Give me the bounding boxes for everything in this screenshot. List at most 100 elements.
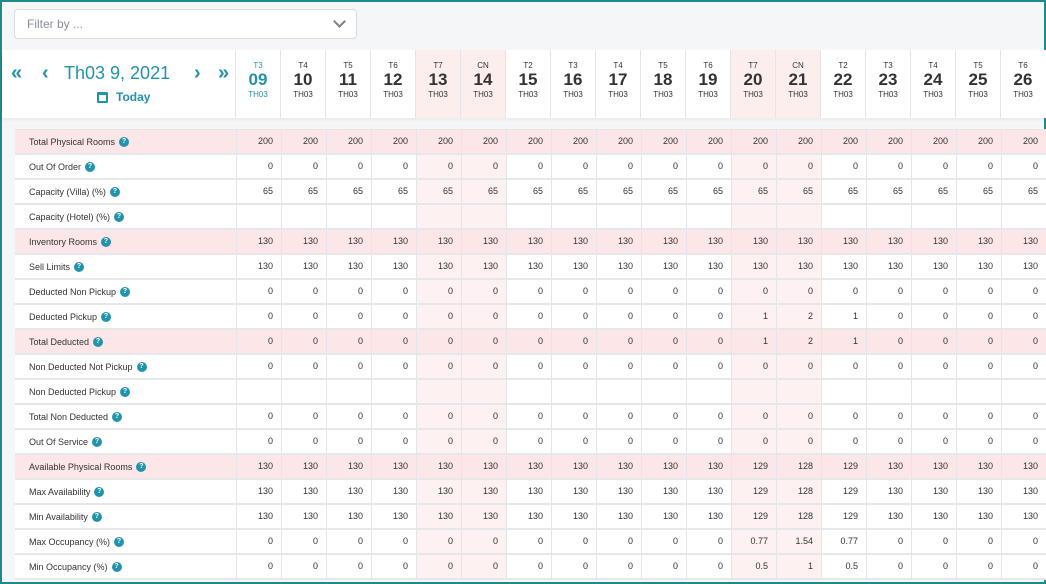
table-cell[interactable]: 130 <box>236 230 281 253</box>
table-cell[interactable]: 130 <box>731 255 776 278</box>
table-cell[interactable]: 0 <box>461 305 506 328</box>
day-column-header[interactable]: T2 15 TH03 <box>505 50 550 118</box>
table-cell[interactable]: 0 <box>686 530 731 553</box>
table-cell[interactable]: 130 <box>866 255 911 278</box>
table-cell[interactable] <box>866 205 911 228</box>
table-cell[interactable]: 130 <box>686 505 731 528</box>
table-cell[interactable]: 130 <box>236 505 281 528</box>
table-cell[interactable]: 0 <box>461 405 506 428</box>
table-cell[interactable] <box>416 380 461 403</box>
table-cell[interactable]: 0 <box>236 355 281 378</box>
table-cell[interactable]: 0 <box>281 530 326 553</box>
table-cell[interactable]: 130 <box>506 480 551 503</box>
table-cell[interactable]: 65 <box>821 180 866 203</box>
table-cell[interactable]: 0 <box>281 305 326 328</box>
table-cell[interactable]: 130 <box>596 480 641 503</box>
table-cell[interactable]: 130 <box>641 230 686 253</box>
help-icon[interactable]: ? <box>94 486 105 497</box>
table-cell[interactable] <box>461 205 506 228</box>
table-cell[interactable]: 130 <box>551 480 596 503</box>
table-cell[interactable]: 130 <box>416 505 461 528</box>
day-column-header[interactable]: T5 25 TH03 <box>955 50 1000 118</box>
day-column-header[interactable]: T2 22 TH03 <box>820 50 865 118</box>
table-cell[interactable]: 200 <box>281 130 326 153</box>
table-cell[interactable] <box>506 205 551 228</box>
table-cell[interactable]: 0 <box>866 280 911 303</box>
table-cell[interactable]: 0 <box>416 530 461 553</box>
table-cell[interactable]: 0 <box>956 530 1001 553</box>
table-cell[interactable] <box>911 380 956 403</box>
table-cell[interactable] <box>731 380 776 403</box>
table-cell[interactable] <box>1001 380 1046 403</box>
table-cell[interactable]: 200 <box>956 130 1001 153</box>
table-cell[interactable]: 130 <box>506 455 551 478</box>
table-cell[interactable]: 130 <box>281 255 326 278</box>
table-cell[interactable]: 200 <box>1001 130 1046 153</box>
table-cell[interactable]: 0 <box>371 555 416 578</box>
table-cell[interactable]: 130 <box>371 505 416 528</box>
table-cell[interactable]: 0 <box>461 355 506 378</box>
table-cell[interactable]: 130 <box>641 505 686 528</box>
day-column-header[interactable]: T6 12 TH03 <box>370 50 415 118</box>
table-cell[interactable]: 130 <box>281 230 326 253</box>
table-cell[interactable]: 0 <box>956 155 1001 178</box>
table-cell[interactable]: 0 <box>821 155 866 178</box>
table-cell[interactable]: 200 <box>236 130 281 153</box>
table-cell[interactable] <box>911 205 956 228</box>
help-icon[interactable]: ? <box>112 411 123 422</box>
table-cell[interactable]: 0 <box>551 330 596 353</box>
table-cell[interactable]: 0 <box>596 430 641 453</box>
table-cell[interactable]: 130 <box>956 255 1001 278</box>
table-cell[interactable]: 130 <box>371 230 416 253</box>
table-cell[interactable]: 2 <box>776 305 821 328</box>
table-cell[interactable]: 130 <box>506 255 551 278</box>
table-cell[interactable] <box>866 380 911 403</box>
table-cell[interactable]: 130 <box>1001 480 1046 503</box>
table-cell[interactable]: 65 <box>911 180 956 203</box>
prev-button[interactable]: ‹ <box>42 62 49 84</box>
table-cell[interactable] <box>551 205 596 228</box>
today-button[interactable]: Today <box>97 90 150 104</box>
table-cell[interactable]: 0 <box>506 280 551 303</box>
table-cell[interactable]: 0 <box>461 530 506 553</box>
day-column-header[interactable]: T7 13 TH03 <box>415 50 460 118</box>
table-cell[interactable]: 130 <box>956 455 1001 478</box>
table-cell[interactable]: 130 <box>956 505 1001 528</box>
table-cell[interactable]: 0 <box>326 555 371 578</box>
table-cell[interactable]: 0.5 <box>731 555 776 578</box>
table-cell[interactable]: 130 <box>686 255 731 278</box>
table-cell[interactable]: 0 <box>1001 330 1046 353</box>
table-cell[interactable]: 0 <box>776 355 821 378</box>
table-cell[interactable]: 1 <box>776 555 821 578</box>
table-cell[interactable] <box>641 205 686 228</box>
table-cell[interactable]: 65 <box>866 180 911 203</box>
table-cell[interactable]: 200 <box>371 130 416 153</box>
table-cell[interactable]: 200 <box>866 130 911 153</box>
help-icon[interactable]: ? <box>136 361 147 372</box>
table-cell[interactable]: 0 <box>866 330 911 353</box>
table-cell[interactable]: 0 <box>416 330 461 353</box>
table-cell[interactable] <box>686 380 731 403</box>
filter-dropdown[interactable]: Filter by ... <box>14 9 357 39</box>
table-cell[interactable]: 0 <box>956 555 1001 578</box>
table-cell[interactable]: 0 <box>461 330 506 353</box>
table-cell[interactable]: 0 <box>596 555 641 578</box>
table-cell[interactable] <box>416 205 461 228</box>
table-cell[interactable]: 130 <box>326 255 371 278</box>
table-cell[interactable]: 0 <box>641 280 686 303</box>
day-column-header[interactable]: T4 17 TH03 <box>595 50 640 118</box>
table-cell[interactable]: 0 <box>731 405 776 428</box>
table-cell[interactable]: 130 <box>956 230 1001 253</box>
table-cell[interactable]: 0 <box>371 330 416 353</box>
table-cell[interactable]: 130 <box>326 505 371 528</box>
table-cell[interactable]: 130 <box>371 455 416 478</box>
table-cell[interactable]: 130 <box>821 255 866 278</box>
table-cell[interactable]: 130 <box>506 230 551 253</box>
help-icon[interactable]: ? <box>119 136 130 147</box>
help-icon[interactable]: ? <box>93 336 104 347</box>
table-cell[interactable]: 1.54 <box>776 530 821 553</box>
table-cell[interactable]: 200 <box>416 130 461 153</box>
table-cell[interactable]: 0 <box>281 430 326 453</box>
table-cell[interactable] <box>551 380 596 403</box>
table-cell[interactable] <box>326 380 371 403</box>
